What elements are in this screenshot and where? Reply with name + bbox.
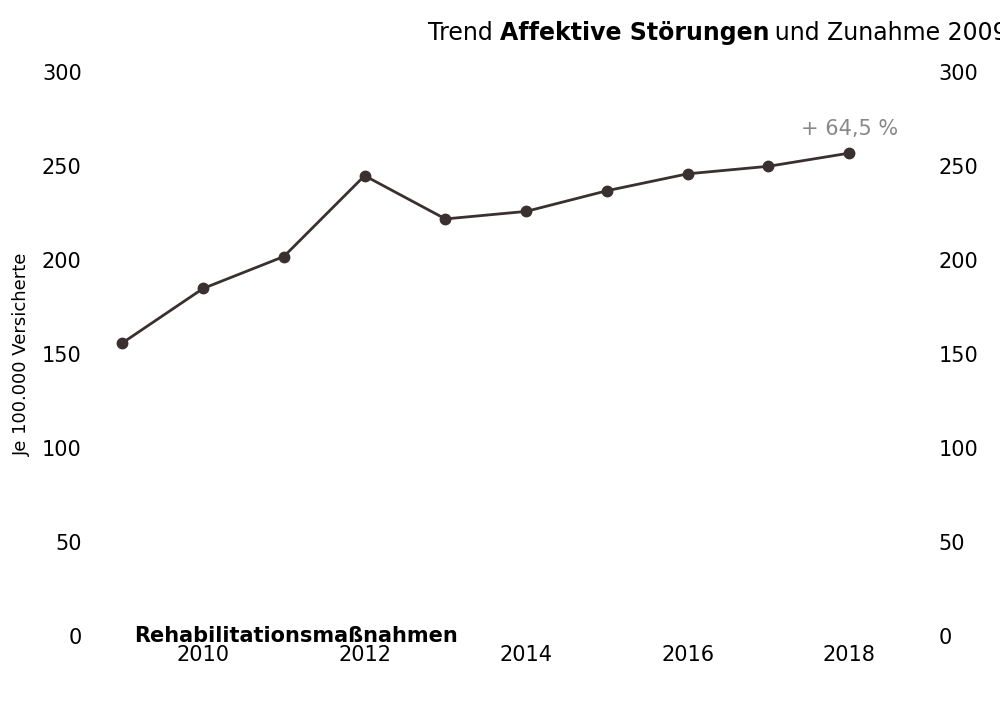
Text: und Zunahme 2009–2018 in Prozent: und Zunahme 2009–2018 in Prozent <box>770 20 1000 45</box>
Y-axis label: Je 100.000 Versicherte: Je 100.000 Versicherte <box>13 252 31 456</box>
Text: Affektive Störungen: Affektive Störungen <box>500 20 770 45</box>
Text: Trend: Trend <box>428 20 500 45</box>
Text: Rehabilitationsmaßnahmen: Rehabilitationsmaßnahmen <box>134 626 458 646</box>
Text: + 64,5 %: + 64,5 % <box>801 119 898 139</box>
